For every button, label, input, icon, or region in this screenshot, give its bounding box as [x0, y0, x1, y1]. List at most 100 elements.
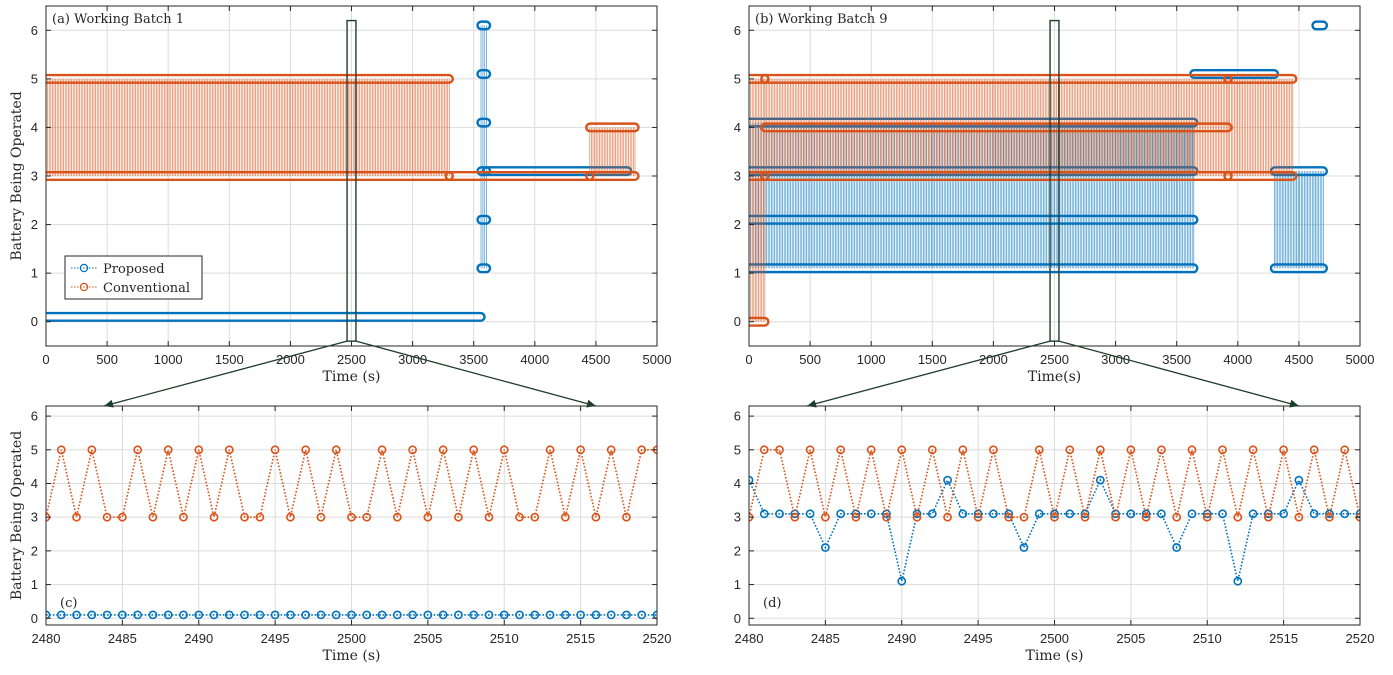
point-d-proposed-40	[1355, 509, 1360, 519]
point-d-proposed-21	[1065, 509, 1075, 519]
xtick-a-8: 4000	[520, 352, 549, 367]
ytick-a-5: 5	[31, 71, 38, 86]
point-d-proposed-8	[866, 509, 876, 519]
point-d-conventional-2	[775, 445, 784, 455]
segment-b-conventional-1-level-2	[760, 73, 1233, 84]
point-c-proposed-22	[377, 610, 387, 620]
series-a-conventional	[46, 73, 640, 181]
point-d-proposed-12	[927, 509, 937, 519]
point-d-conventional-38	[1325, 512, 1334, 522]
segment-b-conventional-1-fill	[764, 78, 1229, 176]
zoom-indicator-b	[806, 19, 1300, 408]
point-c-conventional-38	[622, 512, 631, 522]
point-d-proposed-15	[973, 509, 983, 519]
panel-b: 0 500 1000 1500 2000 2500 3000 3500 4000 4500 5000…	[734, 5, 1375, 385]
zoom-box-a	[346, 19, 357, 342]
xtick-a-7: 3500	[459, 352, 488, 367]
point-c-conventional-31	[515, 512, 524, 522]
point-c-proposed-14	[255, 610, 265, 620]
point-d-proposed-9	[882, 509, 891, 519]
xtick-b-3: 1500	[918, 352, 947, 367]
point-c-conventional-4	[102, 512, 112, 522]
point-d-conventional-12	[927, 445, 937, 455]
xtick-b-2: 1000	[857, 352, 886, 367]
ytick-b-1: 1	[734, 266, 741, 281]
point-c-proposed-25	[423, 610, 433, 620]
xtick-a-5: 2500	[337, 352, 366, 367]
ytick-a-2: 2	[31, 217, 38, 232]
point-c-proposed-24	[408, 610, 417, 620]
segment-a-proposed-0-level-0	[46, 311, 486, 322]
series-d-conventional	[749, 445, 1360, 522]
segment-a-proposed-1-level-0	[476, 263, 492, 274]
point-d-conventional-8	[866, 445, 876, 455]
ytick-c-3: 3	[31, 510, 38, 525]
point-d-conventional-24	[1111, 512, 1120, 522]
point-d-conventional-27	[1157, 445, 1166, 455]
point-d-conventional-16	[989, 445, 998, 455]
segment-a-proposed-1-level-4	[476, 68, 492, 79]
legend-entry-proposed: Proposed	[103, 262, 165, 277]
point-d-proposed-14	[958, 509, 968, 519]
xlabel-c: Time (s)	[323, 648, 381, 664]
point-c-proposed-1	[56, 610, 66, 620]
segment-a-conventional-0-level-0	[46, 171, 454, 181]
point-d-conventional-4	[805, 445, 815, 455]
xtick-c-7: 2515	[566, 631, 595, 646]
segment-b-proposed-0-fill	[749, 122, 1195, 269]
point-d-conventional-3	[790, 512, 800, 522]
point-c-proposed-37	[606, 610, 616, 620]
point-d-proposed-29	[1187, 509, 1197, 519]
ytick-d-5: 5	[734, 442, 741, 457]
ytick-a-1: 1	[31, 266, 38, 281]
xtick-a-9: 4500	[581, 352, 610, 367]
point-c-proposed-11	[209, 610, 219, 620]
point-c-proposed-18	[316, 610, 326, 620]
xtick-a-10: 5000	[643, 352, 672, 367]
segment-b-proposed-0-level-1	[749, 214, 1199, 225]
xtick-d-3: 2495	[964, 631, 993, 646]
ytick-c-6: 6	[31, 409, 38, 424]
point-d-conventional-22	[1080, 512, 1090, 522]
xtick-b-5: 2500	[1040, 352, 1069, 367]
segment-b-conventional-2-level-1	[1223, 73, 1298, 84]
legend-entry-conventional: Conventional	[103, 281, 190, 296]
point-c-proposed-27	[454, 610, 463, 620]
point-d-conventional-34	[1263, 512, 1273, 522]
point-c-proposed-9	[179, 610, 188, 620]
point-c-proposed-38	[622, 610, 631, 620]
point-d-conventional-37	[1309, 445, 1319, 455]
point-c-proposed-35	[576, 610, 586, 620]
ytick-b-5: 5	[734, 71, 741, 86]
title-d: (d)	[763, 596, 781, 611]
series-b-conventional	[749, 73, 1298, 327]
point-d-proposed-16	[989, 509, 998, 519]
xtick-d-6: 2510	[1193, 631, 1222, 646]
segment-b-conventional-2-fill	[1227, 78, 1294, 176]
xtick-d-2: 2490	[887, 631, 916, 646]
point-c-conventional-11	[209, 512, 219, 522]
point-c-conventional-28	[469, 445, 479, 455]
point-c-conventional-22	[377, 445, 387, 455]
point-d-proposed-25	[1126, 509, 1136, 519]
point-d-conventional-21	[1065, 445, 1075, 455]
point-c-conventional-39	[637, 445, 647, 455]
xtick-c-0: 2480	[32, 631, 61, 646]
ytick-b-4: 4	[734, 120, 741, 135]
xtick-b-10: 5000	[1346, 352, 1375, 367]
line-c-conventional	[46, 448, 657, 519]
ytick-d-3: 3	[734, 510, 741, 525]
point-c-conventional-13	[240, 512, 249, 522]
point-d-proposed-30	[1202, 509, 1212, 519]
point-c-proposed-8	[163, 610, 173, 620]
point-c-conventional-30	[499, 445, 509, 455]
point-d-conventional-25	[1126, 445, 1136, 455]
point-d-conventional-39	[1340, 445, 1350, 455]
ytick-c-1: 1	[31, 577, 38, 592]
segment-b-conventional-0-level-2	[749, 73, 770, 84]
point-c-proposed-15	[270, 610, 280, 620]
panel-c: 2480 2485 2490 2495 2500 2505 2510 2515 2520 0 1 2 3…	[9, 405, 671, 664]
point-c-proposed-19	[331, 610, 341, 620]
point-d-conventional-5	[820, 512, 830, 522]
panel-d: 2480 2485 2490 2495 2500 2505 2510 2515 2520 0 1 2 3…	[734, 405, 1374, 664]
